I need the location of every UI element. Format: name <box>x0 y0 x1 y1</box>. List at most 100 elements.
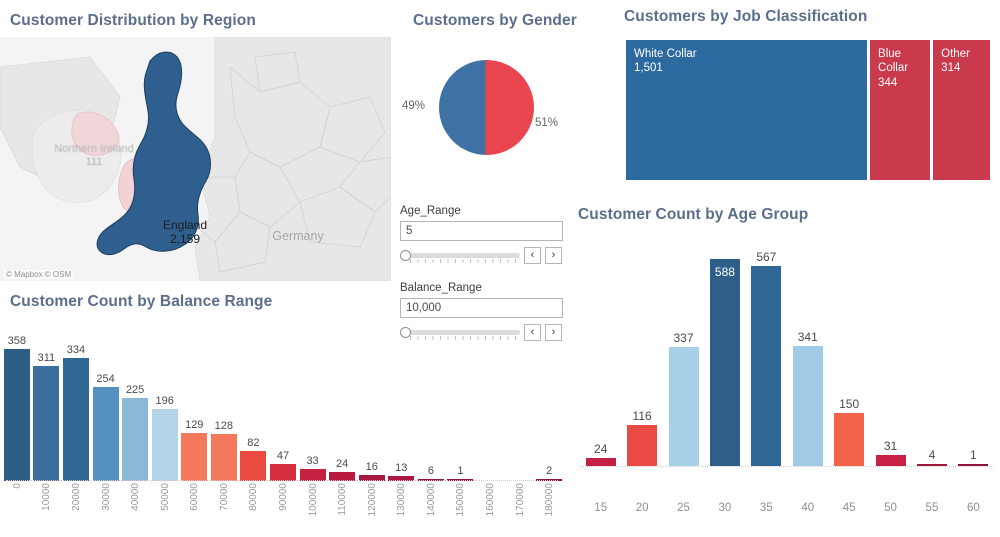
balance-axis-tick: 20000 <box>70 483 82 511</box>
balance-bar-value: 128 <box>214 419 234 432</box>
balance-bars: 358 311 334 254 225 196 129 128 82 47 33 24 16 13 6 1 2 <box>2 321 564 481</box>
gender-pie-title: Customers by Gender <box>413 12 577 29</box>
balance-range-slider-track <box>409 329 520 335</box>
balance-bar[interactable] <box>269 463 296 481</box>
age-range-slider-ticks <box>410 258 520 263</box>
balance-bar[interactable] <box>240 450 267 481</box>
balance-bar-column[interactable]: 2 <box>534 321 564 481</box>
balance-range-slider-handle[interactable] <box>400 326 411 338</box>
balance-bar[interactable] <box>329 472 356 481</box>
balance-range-next-button[interactable]: › <box>545 324 562 341</box>
age-bar-column[interactable]: 116 <box>621 234 662 466</box>
age-bar[interactable] <box>627 425 658 466</box>
age-bar[interactable] <box>668 347 699 466</box>
balance-bar-column[interactable]: 1 <box>446 321 476 481</box>
age-bar-column[interactable]: 567 <box>746 234 787 466</box>
balance-axis-tick: 60000 <box>189 483 201 511</box>
balance-bar[interactable] <box>210 433 237 481</box>
age-axis-tick: 45 <box>842 502 856 514</box>
balance-bar-column[interactable]: 24 <box>327 321 357 481</box>
balance-axis-tick: 110000 <box>337 483 349 516</box>
map-label-england-name: England <box>162 218 208 232</box>
age-range-slider[interactable] <box>400 249 520 263</box>
balance-bar[interactable] <box>92 387 119 481</box>
balance-bar[interactable] <box>299 468 326 481</box>
age-bar[interactable] <box>751 266 782 466</box>
age-bar-column[interactable]: 341 <box>787 234 828 466</box>
balance-axis-tick: 80000 <box>248 483 260 511</box>
balance-axis-tick: 140000 <box>425 483 437 517</box>
treemap-tile[interactable]: Other 314 <box>933 40 990 180</box>
balance-bar-column[interactable] <box>505 321 535 481</box>
age-bar-column[interactable]: 24 <box>580 234 621 466</box>
balance-bar-value: 196 <box>155 394 174 407</box>
age-axis-tick: 40 <box>801 502 815 514</box>
balance-range-prev-button[interactable]: ‹ <box>524 324 541 341</box>
balance-bar-column[interactable]: 311 <box>32 321 62 481</box>
map-canvas[interactable]: England 2,159 Northern Ireland 111 Germa… <box>0 37 391 281</box>
age-range-input[interactable] <box>400 221 563 241</box>
balance-bar-column[interactable]: 358 <box>2 321 32 481</box>
age-range-prev-button[interactable]: ‹ <box>524 247 541 264</box>
gender-pie-wrap: 49% 51% <box>402 60 558 155</box>
balance-axis-tick: 160000 <box>485 483 497 517</box>
balance-bar[interactable] <box>417 478 444 481</box>
age-bar-column[interactable]: 337 <box>663 234 704 466</box>
age-range-next-button[interactable]: › <box>545 247 562 264</box>
balance-bar-column[interactable]: 254 <box>91 321 121 481</box>
balance-bar-value: 2 <box>546 465 553 477</box>
balance-bar-column[interactable]: 196 <box>150 321 180 481</box>
age-bar[interactable] <box>834 413 865 466</box>
balance-bar-column[interactable]: 129 <box>179 321 209 481</box>
age-bar-column[interactable]: 4 <box>911 234 952 466</box>
balance-bar[interactable] <box>388 476 415 481</box>
balance-bar[interactable] <box>33 366 60 481</box>
map-label-northern-ireland: Northern Ireland 111 <box>34 143 154 168</box>
map-label-northern-ireland-value: 111 <box>85 155 103 168</box>
balance-bar-column[interactable]: 128 <box>209 321 239 481</box>
balance-bar[interactable] <box>3 349 30 481</box>
balance-bar-column[interactable]: 334 <box>61 321 91 481</box>
treemap-tile[interactable]: Blue Collar 344 <box>870 40 931 180</box>
age-bar-column[interactable]: 1 <box>953 234 994 466</box>
age-axis-tick: 20 <box>635 502 649 514</box>
balance-bar[interactable] <box>122 398 149 481</box>
balance-bar-column[interactable]: 47 <box>268 321 298 481</box>
balance-bar-column[interactable]: 82 <box>239 321 269 481</box>
balance-bar-column[interactable]: 33 <box>298 321 328 481</box>
balance-bar-value: 16 <box>365 461 378 474</box>
age-axis-tick: 25 <box>677 502 690 514</box>
map-england-shape[interactable] <box>0 37 391 281</box>
map-attribution[interactable]: © Mapbox © OSM <box>4 270 74 279</box>
age-bar-column[interactable]: 588 <box>704 234 745 466</box>
treemap-tile[interactable]: White Collar 1,501 <box>626 40 868 180</box>
age-range-slider-handle[interactable] <box>400 249 411 261</box>
balance-bar[interactable] <box>181 433 208 481</box>
balance-bar-column[interactable]: 225 <box>120 321 150 481</box>
age-bar[interactable] <box>792 345 823 466</box>
age-bar-column[interactable]: 31 <box>870 234 911 466</box>
age-axis-tick: 30 <box>718 502 732 514</box>
balance-bar[interactable] <box>358 475 385 481</box>
balance-bar[interactable] <box>151 408 178 481</box>
balance-bar-column[interactable]: 16 <box>357 321 387 481</box>
age-bar[interactable] <box>916 464 947 466</box>
age-bar[interactable] <box>585 457 616 466</box>
balance-range-input[interactable] <box>400 298 563 318</box>
balance-bar-value: 129 <box>185 419 204 432</box>
balance-chart-panel: Customer Count by Balance Range 358 311 33… <box>0 281 570 537</box>
balance-range-slider[interactable] <box>400 326 520 340</box>
balance-bar-column[interactable]: 6 <box>416 321 446 481</box>
age-bar[interactable] <box>958 464 989 466</box>
gender-pie-label-male: 51% <box>535 117 559 129</box>
age-bar[interactable] <box>709 259 740 466</box>
age-bar[interactable] <box>875 455 906 466</box>
age-axis-tick: 55 <box>925 502 939 514</box>
balance-bar-column[interactable]: 13 <box>387 321 417 481</box>
balance-bar-value: 334 <box>66 343 86 356</box>
balance-bar-column[interactable] <box>475 321 505 481</box>
age-bar-column[interactable]: 150 <box>828 234 869 466</box>
age-bar-value: 4 <box>928 448 936 462</box>
gender-pie-chart[interactable] <box>439 60 534 155</box>
balance-bar[interactable] <box>62 357 89 481</box>
